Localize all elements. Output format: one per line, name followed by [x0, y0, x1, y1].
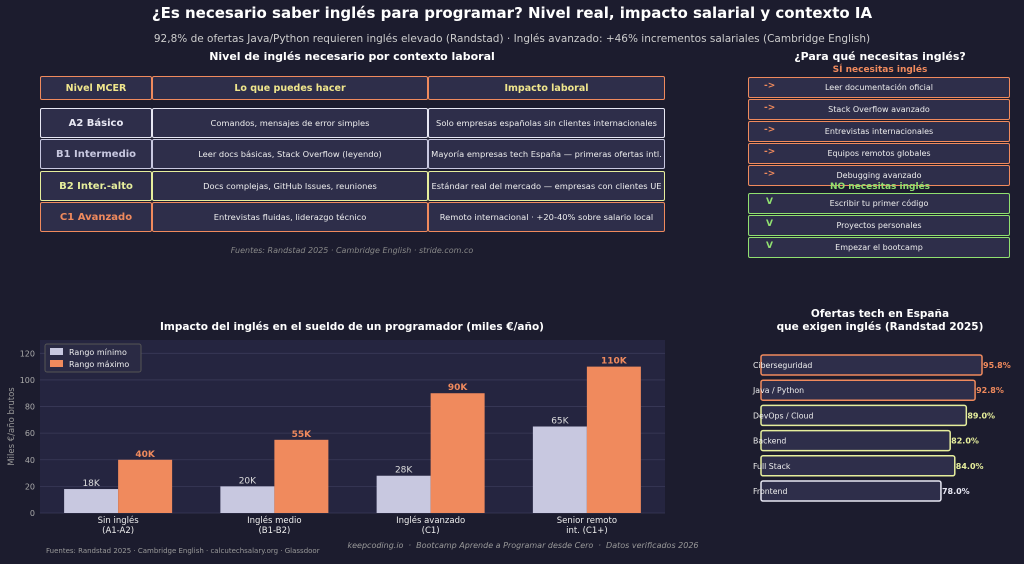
need-item: Entrevistas internacionales	[748, 121, 1010, 142]
value-label: 92.8%	[976, 386, 1004, 395]
need-item: Leer documentación oficial	[748, 77, 1010, 98]
bar	[586, 366, 641, 513]
value-label: 55K	[292, 430, 313, 440]
table-cell: Docs complejas, GitHub Issues, reuniones	[152, 171, 428, 201]
bar	[274, 439, 329, 513]
legend-label: Rango máximo	[69, 360, 129, 369]
needs-title: ¿Para qué necesitas inglés?	[794, 50, 966, 63]
bar-label: Ciberseguridad	[753, 361, 812, 370]
bar	[760, 354, 983, 376]
bar	[118, 459, 173, 513]
table-cell: Mayoría empresas tech España — primeras …	[428, 139, 665, 169]
x-tick-label: Senior remoto int. (C1+)	[556, 516, 618, 536]
x-tick-label: Inglés avanzado (C1)	[396, 516, 466, 536]
subtitle: 92,8% de ofertas Java/Python requieren i…	[153, 33, 871, 45]
need-item: Proyectos personales	[748, 215, 1010, 236]
need-item: Escribir tu primer código	[748, 193, 1010, 214]
y-tick-label: 60	[25, 429, 35, 438]
bar	[760, 455, 956, 477]
bar-label: DevOps / Cloud	[753, 411, 813, 420]
y-tick-label: 40	[25, 456, 35, 465]
bar-label: Backend	[753, 437, 786, 446]
yes-marker: ->	[764, 125, 776, 135]
bar	[760, 379, 976, 401]
bar-label: Frontend	[753, 487, 787, 496]
yes-title: SÍ necesitas inglés	[832, 65, 928, 75]
chart-title: Ofertas tech en España que exigen inglés…	[776, 308, 984, 333]
y-axis-label: Miles €/año brutos	[7, 387, 17, 466]
x-tick-label: Sin inglés (A1-A2)	[97, 516, 139, 536]
bar	[760, 480, 942, 502]
table-cell: Remoto internacional · +20-40% sobre sal…	[428, 202, 665, 232]
bar	[220, 486, 275, 513]
table-header: Lo que puedes hacer	[152, 76, 428, 100]
bar-label: Java / Python	[752, 386, 804, 395]
table-cell: Solo empresas españolas sin clientes int…	[428, 108, 665, 138]
need-item: Empezar el bootcamp	[748, 237, 1010, 258]
table-cell: Comandos, mensajes de error simples	[152, 108, 428, 138]
bar	[430, 393, 485, 513]
value-label: 95.8%	[983, 361, 1011, 370]
need-item: Equipos remotos globales	[748, 143, 1010, 164]
value-label: 28K	[395, 466, 413, 476]
chart-source: Fuentes: Randstad 2025 · Cambridge Engli…	[46, 547, 320, 555]
yes-marker: ->	[764, 81, 776, 91]
y-tick-label: 0	[30, 509, 35, 518]
y-tick-label: 20	[25, 482, 35, 491]
yes-marker: ->	[764, 169, 776, 179]
value-label: 84.0%	[956, 462, 984, 471]
value-label: 78.0%	[942, 487, 970, 496]
table-cell: B1 Intermedio	[40, 139, 152, 169]
footer-credit: keepcoding.io · Bootcamp Aprende a Progr…	[347, 541, 699, 550]
value-label: 82.0%	[951, 437, 979, 446]
chart-title: Impacto del inglés en el sueldo de un pr…	[160, 321, 544, 333]
value-label: 18K	[82, 479, 100, 489]
bar-label: Full Stack	[753, 462, 791, 471]
table-cell: Estándar real del mercado — empresas con…	[428, 171, 665, 201]
bar	[760, 429, 951, 452]
table-cell: C1 Avanzado	[40, 202, 152, 232]
no-marker: V	[766, 197, 773, 207]
value-label: 40K	[135, 450, 156, 460]
bar	[64, 489, 119, 513]
bar	[376, 475, 431, 513]
table-cell: A2 Básico	[40, 108, 152, 138]
yes-marker: ->	[764, 147, 776, 157]
bar	[760, 404, 968, 427]
legend-swatch	[50, 360, 63, 367]
legend-box	[44, 343, 142, 373]
value-label: 65K	[551, 417, 569, 427]
value-label: 90K	[448, 383, 469, 393]
bar	[532, 426, 587, 513]
value-label: 110K	[601, 357, 628, 367]
table-cell: Leer docs básicas, Stack Overflow (leyen…	[152, 139, 428, 169]
table-cell: B2 Inter.-alto	[40, 171, 152, 201]
legend-label: Rango mínimo	[69, 348, 127, 357]
yes-marker: ->	[764, 103, 776, 113]
value-label: 20K	[239, 476, 257, 486]
y-tick-label: 80	[25, 403, 35, 412]
legend-swatch	[50, 348, 63, 355]
no-marker: V	[766, 241, 773, 251]
y-tick-label: 100	[20, 376, 35, 385]
table-header: Impacto laboral	[428, 76, 665, 100]
need-item: Stack Overflow avanzado	[748, 99, 1010, 120]
table-title: Nivel de inglés necesario por contexto l…	[209, 50, 495, 63]
title: ¿Es necesario saber inglés para programa…	[151, 4, 873, 22]
table-header: Nivel MCER	[40, 76, 152, 100]
y-tick-label: 120	[20, 349, 35, 358]
table-source: Fuentes: Randstad 2025 · Cambridge Engli…	[230, 246, 474, 255]
x-tick-label: Inglés medio (B1-B2)	[247, 516, 302, 536]
table-cell: Entrevistas fluidas, liderazgo técnico	[152, 202, 428, 232]
no-marker: V	[766, 219, 773, 229]
value-label: 89.0%	[967, 411, 995, 420]
need-item: Debugging avanzado	[748, 165, 1010, 186]
no-title: NO necesitas inglés	[829, 182, 931, 192]
